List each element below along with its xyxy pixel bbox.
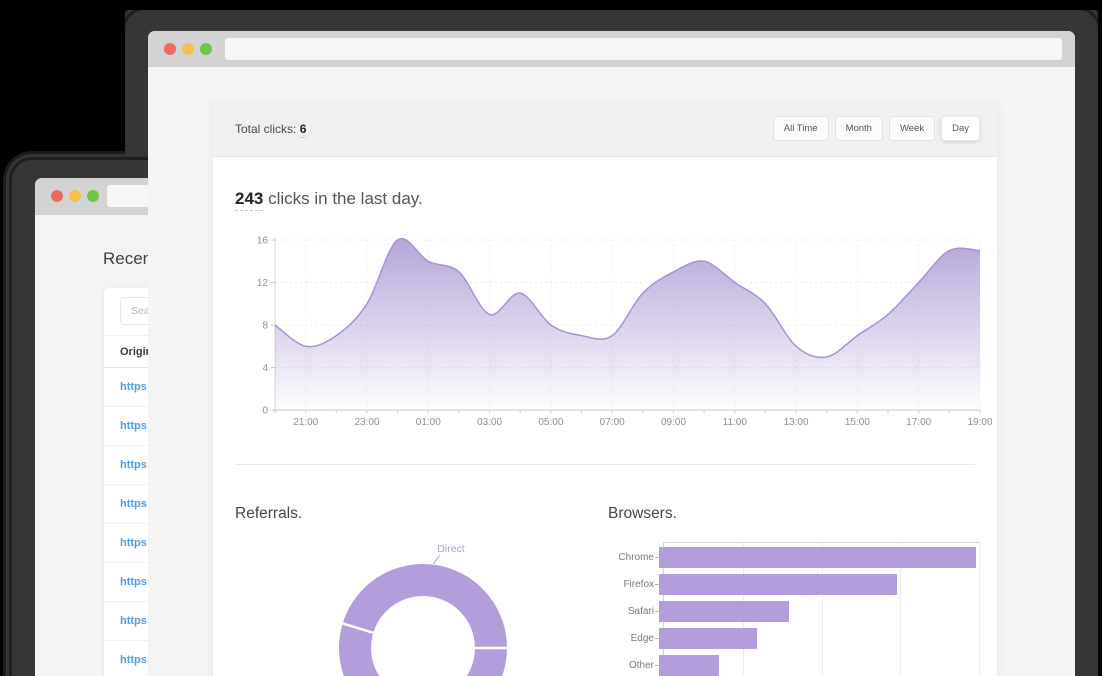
total-clicks: Total clicks: 6 xyxy=(235,121,307,138)
analytics-card: Total clicks: 6 All Time Month Week Day 243… xyxy=(213,101,997,676)
clicks-area-chart: 0 4 8 12 16 21:00 23:00 01:00 03:00 05:00 07:00 09:… xyxy=(233,233,993,433)
referrals-heading: Referrals. xyxy=(235,505,303,522)
svg-text:12: 12 xyxy=(257,278,269,289)
svg-text:15:00: 15:00 xyxy=(845,417,870,428)
svg-text:4: 4 xyxy=(262,363,268,374)
svg-text:03:00: 03:00 xyxy=(477,417,502,428)
filter-button-month[interactable]: Month xyxy=(834,116,883,141)
browsers-bar-chart: Chrome Firefox Safari Edge Other xyxy=(608,542,980,676)
donut-ring xyxy=(339,564,507,676)
clicks-count: 243 xyxy=(235,189,264,211)
filter-button-day[interactable]: Day xyxy=(941,116,980,141)
svg-text:21:00: 21:00 xyxy=(293,417,318,428)
svg-text:01:00: 01:00 xyxy=(416,417,441,428)
bar-chart-rows: Chrome Firefox Safari Edge Other xyxy=(608,542,980,676)
url-bar[interactable] xyxy=(225,38,1062,60)
svg-text:09:00: 09:00 xyxy=(661,417,686,428)
bar-row: Chrome xyxy=(608,547,980,568)
bar-label: Edge xyxy=(608,628,659,649)
short-link[interactable]: https: xyxy=(120,576,151,588)
minimize-traffic-light-icon[interactable] xyxy=(69,190,81,202)
short-link[interactable]: https: xyxy=(120,420,151,432)
zoom-traffic-light-icon[interactable] xyxy=(200,43,212,55)
svg-text:07:00: 07:00 xyxy=(600,417,625,428)
bar-label: Chrome xyxy=(608,547,659,568)
svg-text:16: 16 xyxy=(257,236,269,247)
bar-edge xyxy=(659,628,757,649)
short-link[interactable]: https: xyxy=(120,537,151,549)
clicks-headline: 243 clicks in the last day. xyxy=(235,189,423,211)
bar-safari xyxy=(659,601,789,622)
browser-chrome: Total clicks: 6 All Time Month Week Day 243… xyxy=(148,31,1075,676)
svg-text:13:00: 13:00 xyxy=(784,417,809,428)
analytics-browser-window: Total clicks: 6 All Time Month Week Day 243… xyxy=(125,10,1098,676)
bar-chrome xyxy=(659,547,976,568)
area-series-line xyxy=(274,237,981,359)
filter-button-week[interactable]: Week xyxy=(888,116,936,141)
short-link[interactable]: https: xyxy=(120,654,151,666)
bar-other xyxy=(659,655,719,676)
bar-row: Edge xyxy=(608,628,980,649)
minimize-traffic-light-icon[interactable] xyxy=(182,43,194,55)
svg-text:23:00: 23:00 xyxy=(354,417,379,428)
svg-text:19:00: 19:00 xyxy=(967,417,992,428)
referrals-donut-chart: Direct xyxy=(330,538,520,676)
svg-text:05:00: 05:00 xyxy=(538,417,563,428)
front-window-content: Total clicks: 6 All Time Month Week Day 243… xyxy=(148,67,1075,676)
donut-svg: Direct xyxy=(339,543,507,676)
bar-row: Safari xyxy=(608,601,980,622)
recent-heading: Recent xyxy=(103,249,157,268)
svg-text:0: 0 xyxy=(262,406,268,417)
area-series xyxy=(275,238,980,410)
short-link[interactable]: https: xyxy=(120,615,151,627)
area-chart-svg: 0 4 8 12 16 21:00 23:00 01:00 03:00 05:00 07:00 09:… xyxy=(257,236,993,429)
short-link[interactable]: https: xyxy=(120,381,151,393)
table-row: https: xyxy=(104,641,624,676)
section-divider xyxy=(235,464,975,465)
bar-row: Other xyxy=(608,655,980,676)
short-link[interactable]: https: xyxy=(120,498,151,510)
svg-text:17:00: 17:00 xyxy=(906,417,931,428)
time-filter-group: All Time Month Week Day xyxy=(772,116,980,141)
svg-text:11:00: 11:00 xyxy=(723,417,748,428)
browsers-heading: Browsers. xyxy=(608,505,677,522)
short-link[interactable]: https: xyxy=(120,459,151,471)
bar-firefox xyxy=(659,574,897,595)
zoom-traffic-light-icon[interactable] xyxy=(87,190,99,202)
titlebar xyxy=(148,31,1075,67)
total-clicks-value: 6 xyxy=(299,121,307,138)
donut-label-direct: Direct xyxy=(437,543,465,555)
bar-row: Firefox xyxy=(608,574,980,595)
bar-label: Safari xyxy=(608,601,659,622)
clicks-headline-rest: clicks in the last day. xyxy=(263,189,423,208)
svg-text:8: 8 xyxy=(262,321,268,332)
close-traffic-light-icon[interactable] xyxy=(51,190,63,202)
bar-label: Other xyxy=(608,655,659,676)
bar-label: Firefox xyxy=(608,574,659,595)
total-clicks-label: Total clicks: xyxy=(235,121,297,136)
close-traffic-light-icon[interactable] xyxy=(164,43,176,55)
stats-bar: Total clicks: 6 All Time Month Week Day xyxy=(213,101,997,157)
filter-button-all-time[interactable]: All Time xyxy=(772,116,829,141)
